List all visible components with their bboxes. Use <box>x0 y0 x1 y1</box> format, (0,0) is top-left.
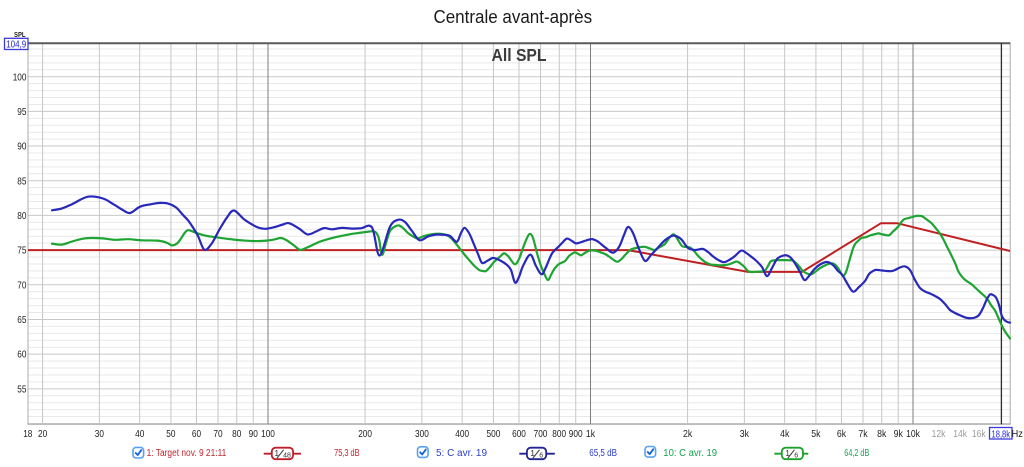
svg-text:All SPL: All SPL <box>492 45 547 65</box>
svg-text:300: 300 <box>415 428 429 440</box>
svg-text:5k: 5k <box>811 428 821 440</box>
svg-text:900: 900 <box>569 428 583 440</box>
svg-text:Hz: Hz <box>1012 429 1024 440</box>
svg-text:10: C avr. 19: 10: C avr. 19 <box>663 448 717 459</box>
svg-text:70: 70 <box>213 428 222 440</box>
svg-text:200: 200 <box>358 428 372 440</box>
svg-text:4k: 4k <box>780 428 790 440</box>
svg-text:85: 85 <box>17 175 26 187</box>
svg-text:3k: 3k <box>740 428 750 440</box>
svg-text:90: 90 <box>249 428 258 440</box>
svg-text:800: 800 <box>552 428 566 440</box>
svg-text:60: 60 <box>17 349 26 361</box>
svg-text:Centrale avant-après: Centrale avant-après <box>433 7 592 27</box>
svg-text:1: 1 <box>785 448 790 458</box>
svg-text:6: 6 <box>794 453 798 460</box>
svg-text:95: 95 <box>17 106 26 118</box>
svg-text:80: 80 <box>17 210 26 222</box>
svg-text:40: 40 <box>135 428 144 440</box>
svg-text:8k: 8k <box>877 428 887 440</box>
svg-text:500: 500 <box>487 428 501 440</box>
svg-text:400: 400 <box>455 428 469 440</box>
svg-text:60: 60 <box>192 428 201 440</box>
svg-text:90: 90 <box>17 141 26 153</box>
svg-text:1: Target nov. 9 21:11: 1: Target nov. 9 21:11 <box>147 448 227 459</box>
svg-text:64,2 dB: 64,2 dB <box>844 448 869 459</box>
svg-text:1: 1 <box>274 448 279 458</box>
svg-text:48: 48 <box>283 453 291 460</box>
svg-text:SPL: SPL <box>14 30 26 39</box>
svg-text:75: 75 <box>17 245 26 257</box>
svg-text:2k: 2k <box>683 428 693 440</box>
svg-text:100: 100 <box>261 428 275 440</box>
svg-text:65,5 dB: 65,5 dB <box>589 448 617 459</box>
svg-text:7k: 7k <box>858 428 868 440</box>
svg-text:65: 65 <box>17 314 26 326</box>
svg-text:14k: 14k <box>953 428 967 440</box>
svg-text:70: 70 <box>17 279 26 291</box>
svg-text:1k: 1k <box>586 428 596 440</box>
svg-text:9k: 9k <box>894 428 904 440</box>
svg-text:50: 50 <box>166 428 175 440</box>
svg-text:600: 600 <box>512 428 526 440</box>
svg-text:6: 6 <box>539 453 543 460</box>
svg-text:16k: 16k <box>972 428 986 440</box>
svg-text:100: 100 <box>13 71 27 83</box>
svg-text:75,3 dB: 75,3 dB <box>334 448 360 459</box>
svg-text:30: 30 <box>95 428 104 440</box>
svg-text:18,8k: 18,8k <box>992 430 1011 441</box>
svg-text:80: 80 <box>232 428 241 440</box>
svg-text:104,9: 104,9 <box>6 40 26 51</box>
svg-text:1: 1 <box>530 448 535 458</box>
svg-text:20: 20 <box>38 428 47 440</box>
svg-text:18: 18 <box>23 428 32 440</box>
svg-text:12k: 12k <box>932 428 946 440</box>
svg-text:6k: 6k <box>837 428 847 440</box>
svg-text:10k: 10k <box>906 428 920 440</box>
svg-text:700: 700 <box>534 428 548 440</box>
svg-text:55: 55 <box>17 383 26 395</box>
svg-text:5: C avr. 19: 5: C avr. 19 <box>436 448 487 459</box>
